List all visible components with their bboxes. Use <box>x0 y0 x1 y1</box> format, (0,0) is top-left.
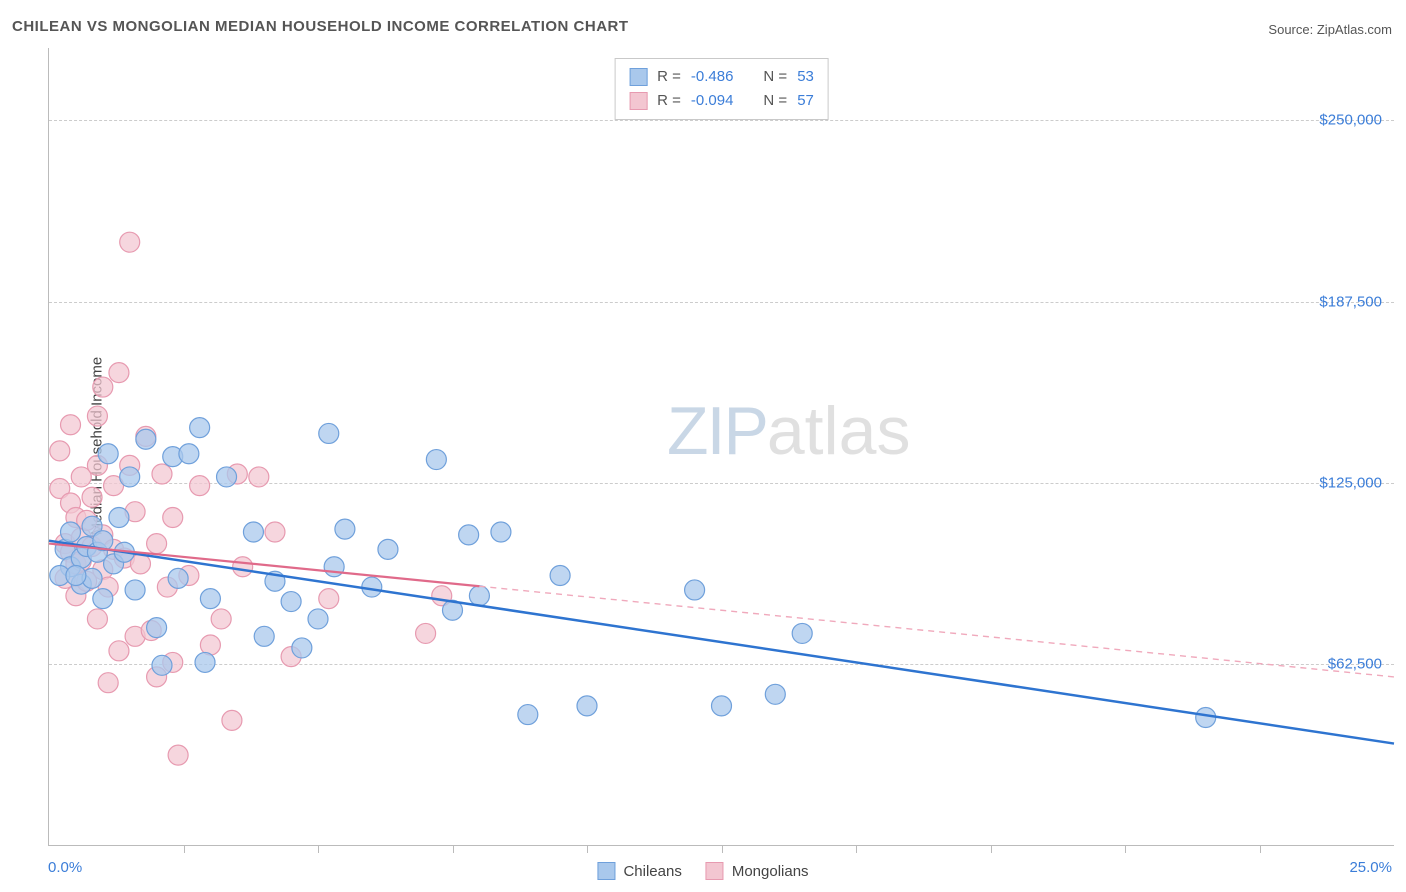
scatter-point <box>168 568 188 588</box>
scatter-point <box>50 441 70 461</box>
scatter-point <box>265 522 285 542</box>
scatter-point <box>125 580 145 600</box>
scatter-point <box>308 609 328 629</box>
scatter-point <box>109 641 129 661</box>
scatter-point <box>281 592 301 612</box>
scatter-svg <box>49 48 1394 845</box>
scatter-point <box>335 519 355 539</box>
scatter-point <box>712 696 732 716</box>
scatter-point <box>109 508 129 528</box>
scatter-point <box>61 415 81 435</box>
legend-label: Chileans <box>623 863 681 880</box>
scatter-point <box>249 467 269 487</box>
scatter-point <box>491 522 511 542</box>
x-tick <box>991 845 992 853</box>
legend-label: Mongolians <box>732 863 809 880</box>
scatter-point <box>685 580 705 600</box>
stats-row: R = -0.094 N = 57 <box>629 89 814 113</box>
regression-line-extension <box>479 586 1394 677</box>
scatter-point <box>550 565 570 585</box>
scatter-point <box>195 652 215 672</box>
scatter-point <box>217 467 237 487</box>
x-tick <box>1125 845 1126 853</box>
x-tick <box>184 845 185 853</box>
stat-n-value: 57 <box>797 89 814 113</box>
scatter-point <box>82 487 102 507</box>
x-tick <box>1260 845 1261 853</box>
scatter-point <box>222 710 242 730</box>
scatter-point <box>211 609 231 629</box>
scatter-point <box>459 525 479 545</box>
scatter-point <box>792 623 812 643</box>
scatter-point <box>426 450 446 470</box>
scatter-point <box>152 655 172 675</box>
scatter-point <box>61 522 81 542</box>
stats-legend-box: R = -0.486 N = 53 R = -0.094 N = 57 <box>614 58 829 120</box>
scatter-point <box>319 589 339 609</box>
source-attribution: Source: ZipAtlas.com <box>1268 22 1392 37</box>
scatter-point <box>87 406 107 426</box>
stats-row: R = -0.486 N = 53 <box>629 65 814 89</box>
scatter-point <box>120 232 140 252</box>
x-tick <box>453 845 454 853</box>
scatter-point <box>163 508 183 528</box>
scatter-point <box>120 467 140 487</box>
chart-title: CHILEAN VS MONGOLIAN MEDIAN HOUSEHOLD IN… <box>12 18 629 35</box>
scatter-point <box>254 626 274 646</box>
bottom-legend: Chileans Mongolians <box>597 862 808 880</box>
stat-r-value: -0.094 <box>691 89 734 113</box>
scatter-point <box>136 429 156 449</box>
scatter-point <box>416 623 436 643</box>
stat-n-value: 53 <box>797 65 814 89</box>
scatter-point <box>66 565 86 585</box>
x-tick <box>318 845 319 853</box>
stat-r-label: R = <box>657 89 681 113</box>
legend-swatch <box>706 862 724 880</box>
scatter-point <box>190 476 210 496</box>
scatter-point <box>147 534 167 554</box>
stat-n-label: N = <box>763 89 787 113</box>
scatter-point <box>168 745 188 765</box>
scatter-point <box>243 522 263 542</box>
scatter-point <box>98 444 118 464</box>
x-tick <box>856 845 857 853</box>
x-axis-min-label: 0.0% <box>48 859 82 876</box>
stat-r-label: R = <box>657 65 681 89</box>
scatter-point <box>93 377 113 397</box>
plot-area: ZIPatlas $62,500$125,000$187,500$250,000… <box>48 48 1394 846</box>
legend-item: Mongolians <box>706 862 809 880</box>
scatter-point <box>324 557 344 577</box>
scatter-point <box>518 705 538 725</box>
scatter-point <box>292 638 312 658</box>
stat-r-value: -0.486 <box>691 65 734 89</box>
scatter-point <box>109 363 129 383</box>
scatter-point <box>93 589 113 609</box>
scatter-point <box>98 673 118 693</box>
legend-swatch <box>597 862 615 880</box>
x-axis-max-label: 25.0% <box>1349 859 1392 876</box>
scatter-point <box>577 696 597 716</box>
legend-item: Chileans <box>597 862 681 880</box>
scatter-point <box>179 444 199 464</box>
scatter-point <box>147 618 167 638</box>
scatter-point <box>469 586 489 606</box>
scatter-point <box>765 684 785 704</box>
scatter-point <box>152 464 172 484</box>
scatter-point <box>87 609 107 629</box>
source-name: ZipAtlas.com <box>1317 22 1392 37</box>
scatter-point <box>319 423 339 443</box>
stat-n-label: N = <box>763 65 787 89</box>
legend-swatch <box>629 92 647 110</box>
scatter-point <box>200 589 220 609</box>
x-tick <box>587 845 588 853</box>
scatter-point <box>378 539 398 559</box>
legend-swatch <box>629 68 647 86</box>
scatter-point <box>190 418 210 438</box>
scatter-point <box>233 557 253 577</box>
source-label: Source: <box>1268 22 1313 37</box>
x-tick <box>722 845 723 853</box>
